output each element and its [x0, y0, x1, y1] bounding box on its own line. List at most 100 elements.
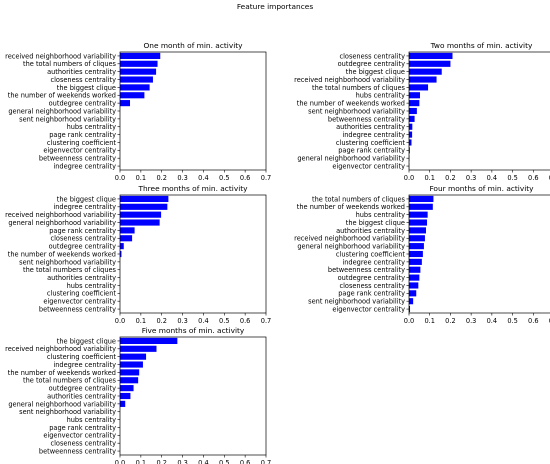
bar [409, 123, 413, 130]
y-tick-label: hubs centrality [67, 123, 117, 131]
chart-title: One month of min. activity [143, 41, 243, 50]
bar [120, 203, 168, 210]
bar [409, 258, 422, 265]
x-tick-label: 0.5 [219, 459, 230, 464]
x-tick-label: 0.3 [466, 174, 477, 182]
bar [120, 353, 147, 360]
y-tick-label: hubs centrality [67, 416, 117, 424]
y-tick-label: page rank centrality [49, 424, 116, 432]
y-tick-label: eigenvector centrality [43, 432, 116, 440]
y-tick-label: outdegree centrality [49, 385, 116, 393]
x-tick-label: 0.3 [466, 317, 477, 325]
plot-frame [408, 194, 550, 314]
bar [120, 361, 143, 368]
bar [409, 115, 415, 122]
bar [120, 76, 153, 83]
y-tick-label: clustering coefficient [336, 139, 406, 147]
chart-panel-5: Five months of min. activity the biggest … [5, 326, 271, 464]
bar [409, 235, 425, 242]
bar [409, 266, 421, 273]
x-tick-label: 0.0 [115, 459, 126, 464]
x-tick-label: 0.6 [528, 174, 539, 182]
y-tick-label: clustering coefficient [336, 250, 406, 258]
y-tick-label: the total numbers of cliques [23, 266, 117, 274]
x-tick-label: 0.2 [445, 317, 456, 325]
y-tick-label: authorities centrality [47, 68, 116, 76]
y-tick-label: eigenvector centrality [332, 162, 405, 170]
y-tick-label: sent neighborhood variability [19, 115, 116, 123]
plot-frame [408, 51, 550, 171]
x-tick-label: 0.2 [445, 174, 456, 182]
y-tick-label: betweenness centrality [39, 447, 116, 455]
y-tick-label: general neighborhood variability [297, 243, 405, 251]
bar [409, 131, 413, 138]
y-tick-label: betweenness centrality [328, 266, 405, 274]
chart-title: Four months of min. activity [429, 184, 534, 193]
x-tick-label: 0.1 [136, 174, 147, 182]
x-tick-label: 0.6 [528, 317, 539, 325]
y-tick-label: page rank centrality [49, 131, 116, 139]
y-tick-label: general neighborhood variability [8, 219, 116, 227]
x-tick-label: 0.2 [156, 459, 167, 464]
bar [409, 274, 420, 281]
y-tick-label: the total numbers of cliques [23, 60, 117, 68]
x-tick-label: 0.5 [219, 317, 230, 325]
x-tick-label: 0.4 [198, 174, 209, 182]
bar [409, 92, 420, 99]
x-tick-label: 0.6 [240, 317, 251, 325]
bar [120, 211, 162, 218]
bar [409, 84, 429, 91]
y-tick-label: closeness centrality [50, 235, 116, 243]
bar [409, 211, 428, 218]
y-tick-label: hubs centrality [356, 211, 406, 219]
y-tick-label: page rank centrality [49, 227, 116, 235]
bar [120, 84, 150, 91]
bar [120, 377, 139, 384]
y-tick-label: received neighborhood variability [294, 76, 405, 84]
y-tick-label: the number of weekends worked [8, 250, 116, 258]
plot-frame [119, 51, 267, 171]
x-tick-label: 0.3 [177, 174, 188, 182]
bar [409, 227, 426, 234]
bar [120, 392, 131, 400]
y-tick-label: page rank centrality [338, 290, 405, 298]
x-tick-label: 0.5 [507, 174, 518, 182]
bar [409, 203, 433, 210]
y-tick-label: clustering coefficient [47, 353, 117, 361]
y-tick-label: the biggest clique [57, 84, 116, 92]
y-tick-label: outdegree centrality [338, 274, 405, 282]
chart-panel-3: Three months of min. activity the biggest… [5, 184, 271, 325]
y-tick-label: the number of weekends worked [8, 369, 116, 377]
figure-title: Feature importances [236, 2, 314, 11]
bar [409, 290, 417, 297]
x-tick-label: 0.4 [487, 174, 498, 182]
x-tick-label: 0.7 [261, 174, 272, 182]
bar [120, 243, 124, 250]
y-tick-label: eigenvector centrality [43, 298, 116, 306]
bar [120, 92, 145, 99]
y-tick-label: received neighborhood variability [5, 211, 116, 219]
y-tick-label: general neighborhood variability [297, 155, 405, 163]
x-tick-label: 0.2 [156, 174, 167, 182]
y-tick-label: eigenvector centrality [332, 305, 405, 313]
y-tick-label: the biggest clique [57, 337, 116, 345]
bar [409, 60, 451, 67]
x-tick-label: 0.6 [240, 459, 251, 464]
x-tick-label: 0.3 [177, 317, 188, 325]
bar [120, 385, 134, 392]
bar [120, 250, 122, 258]
x-tick-label: 0.7 [261, 459, 272, 464]
y-tick-label: indegree centrality [53, 203, 116, 211]
chart-panel-1: One month of min. activity received neigh… [5, 41, 271, 182]
y-tick-label: the number of weekends worked [297, 203, 405, 211]
y-tick-label: indegree centrality [342, 131, 405, 139]
x-tick-label: 0.4 [198, 459, 209, 464]
y-tick-label: closeness centrality [339, 282, 405, 290]
bar [409, 195, 434, 203]
chart-title: Two months of min. activity [430, 41, 533, 50]
bar [120, 369, 140, 376]
bar [120, 345, 157, 352]
bar [120, 195, 169, 203]
y-tick-label: indegree centrality [53, 361, 116, 369]
chart-panel-2: Two months of min. activity closeness cen… [294, 41, 550, 182]
